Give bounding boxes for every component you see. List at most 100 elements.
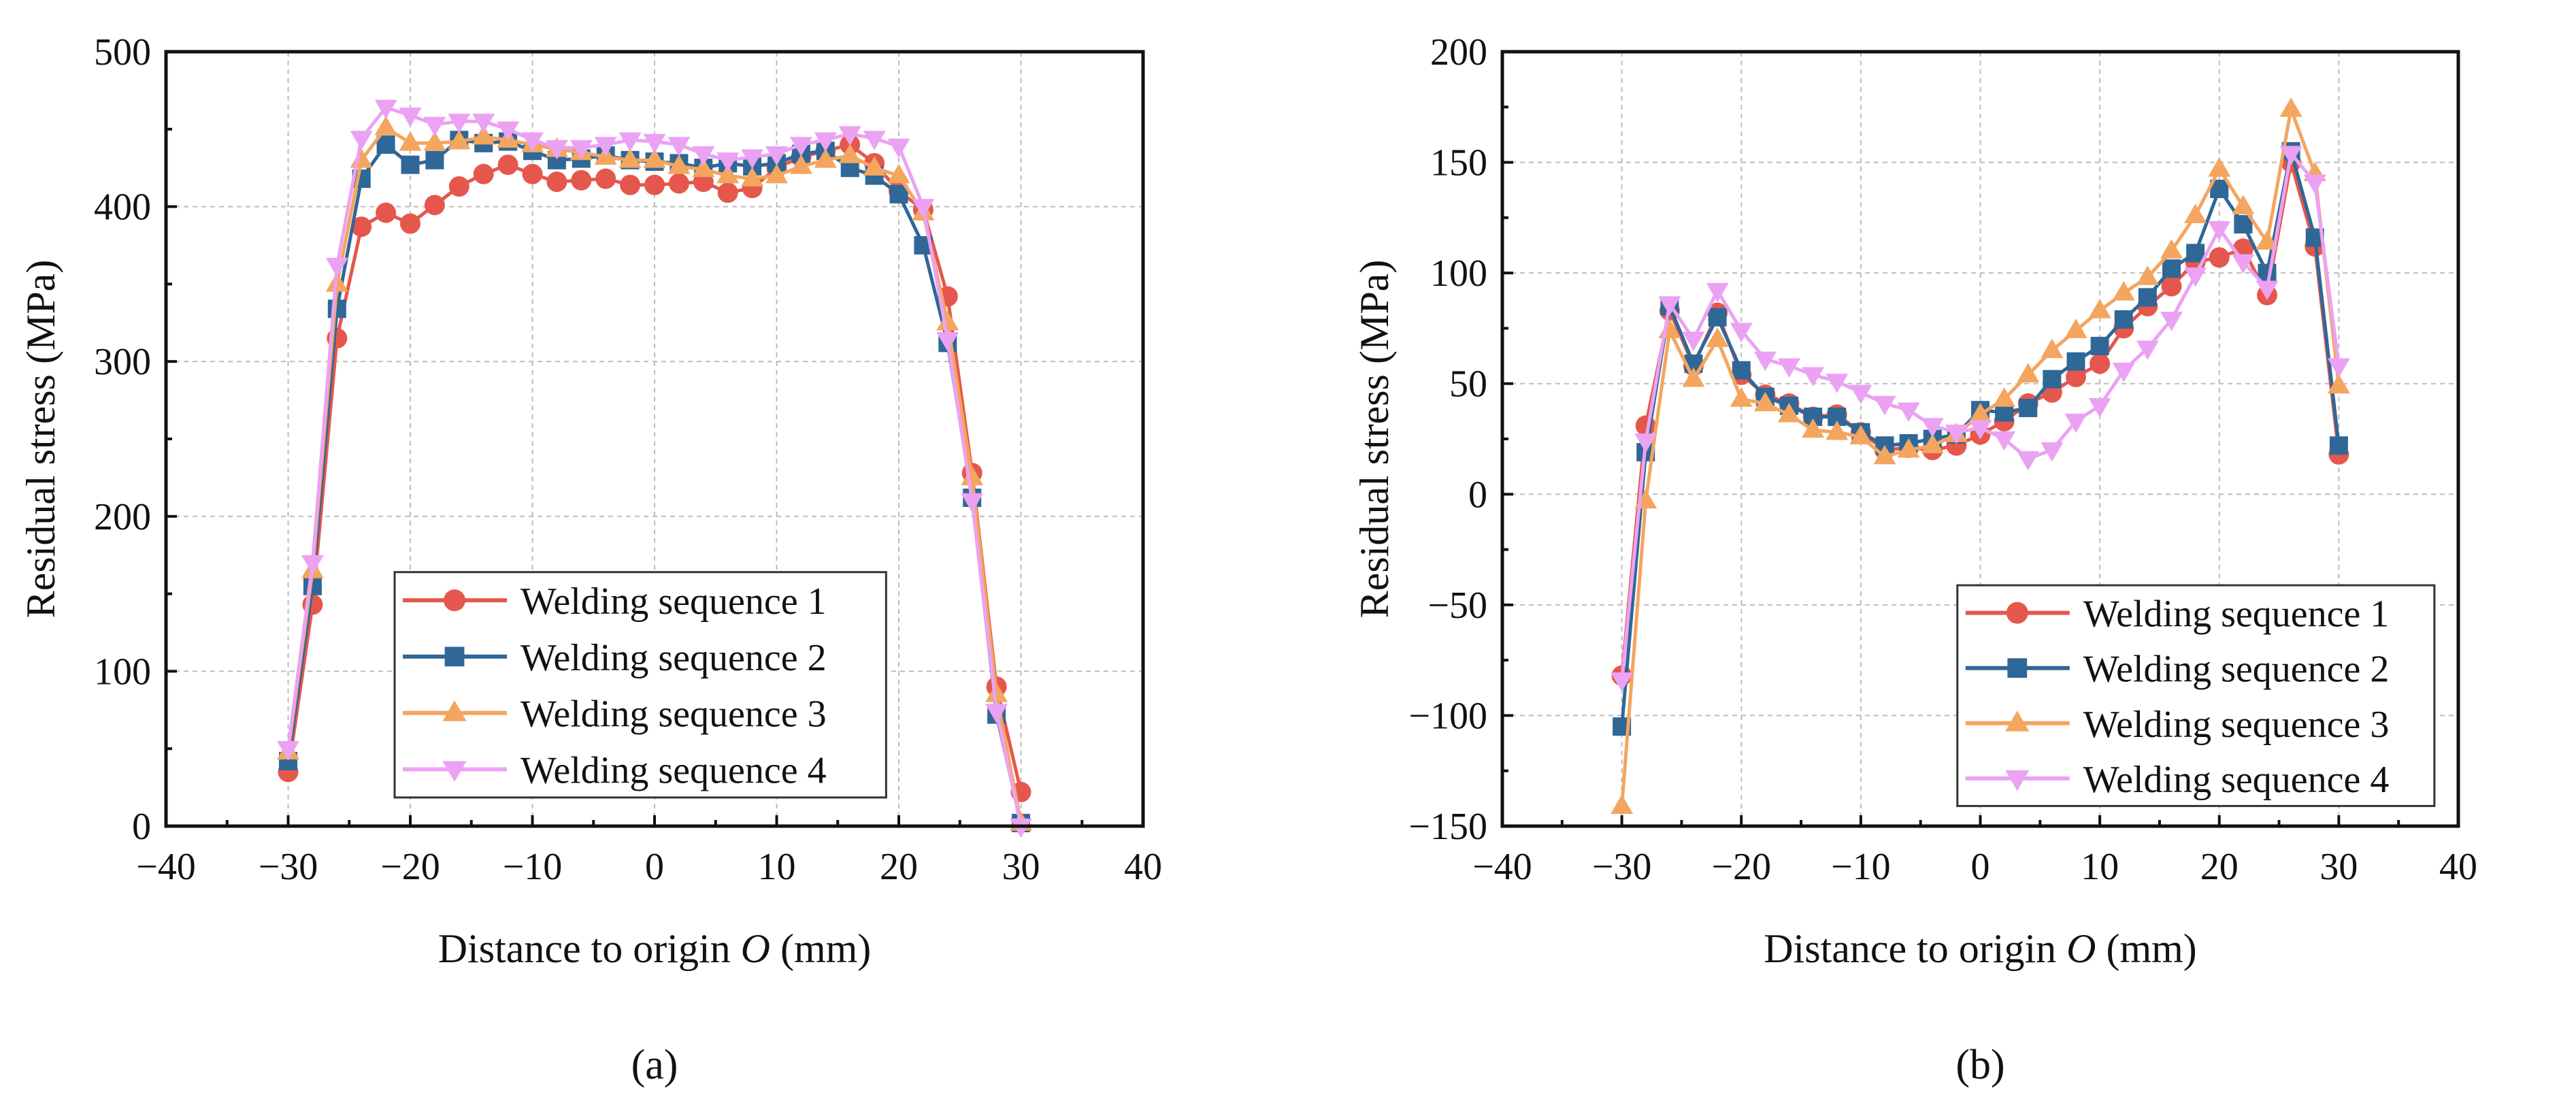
data-point — [643, 133, 666, 154]
data-point — [595, 168, 616, 189]
data-point — [936, 332, 959, 352]
data-point — [692, 146, 715, 166]
data-point — [2066, 366, 2086, 387]
y-axis-label: Residual stress (MPa) — [18, 260, 63, 619]
legend-item-2: Welding sequence 2 — [403, 637, 827, 679]
data-point — [2162, 259, 2181, 278]
data-point — [522, 163, 543, 184]
data-point — [789, 137, 812, 157]
data-point — [1969, 420, 1992, 440]
y-tick-label: 100 — [1430, 252, 1487, 295]
data-point — [473, 163, 494, 184]
data-point — [1993, 431, 2016, 451]
data-point — [961, 465, 984, 486]
data-point — [1732, 361, 1751, 380]
y-tick-label: 500 — [94, 31, 151, 73]
data-point — [2090, 336, 2109, 355]
data-point — [789, 154, 812, 174]
x-tick-label: 10 — [758, 846, 796, 888]
data-point — [1706, 282, 1729, 303]
x-tick-label: −20 — [1711, 846, 1771, 888]
data-point — [643, 148, 666, 168]
x-tick-label: 0 — [645, 846, 664, 888]
data-point — [716, 152, 740, 172]
data-point — [985, 683, 1008, 702]
legend-marker — [2005, 710, 2030, 732]
data-point — [1611, 672, 1634, 692]
data-point — [569, 140, 593, 160]
data-point — [424, 195, 445, 216]
data-point — [2256, 280, 2279, 301]
data-point — [2112, 362, 2135, 382]
data-point — [2136, 340, 2159, 360]
data-point — [1658, 296, 1681, 316]
x-tick-label: 20 — [880, 846, 918, 888]
y-tick-label: −100 — [1408, 695, 1487, 737]
data-point — [448, 176, 469, 197]
chart-panel-b: −40 −30 −20 −10 0 10 20 30 40−150−100−5005010015… — [1352, 31, 2477, 1088]
y-tick-label: 200 — [94, 496, 151, 538]
legend-marker — [442, 761, 467, 782]
legend-item-4: Welding sequence 4 — [1965, 759, 2389, 801]
data-point — [887, 163, 910, 184]
y-tick-label: 150 — [1430, 142, 1487, 184]
y-tick-label: 50 — [1449, 363, 1487, 406]
data-point — [594, 137, 617, 157]
legend-box — [393, 571, 887, 799]
data-point — [2186, 244, 2205, 263]
y-tick-label: 100 — [94, 651, 151, 693]
data-point — [1730, 387, 1753, 407]
data-point — [571, 169, 592, 191]
data-point — [2208, 157, 2231, 177]
data-point — [2160, 312, 2183, 331]
data-point — [838, 144, 861, 163]
x-tick-label: 0 — [1971, 846, 1990, 888]
data-point — [644, 174, 665, 195]
data-point — [401, 155, 420, 174]
data-point — [2064, 318, 2087, 338]
y-tick-label: 200 — [1430, 31, 1487, 73]
legend-marker — [442, 700, 467, 721]
legend-item-3: Welding sequence 3 — [403, 693, 827, 736]
data-point — [765, 146, 788, 166]
data-point — [1708, 308, 1727, 327]
data-point — [399, 131, 422, 151]
data-point — [912, 199, 935, 218]
data-point — [692, 157, 715, 178]
legend-item-1: Welding sequence 1 — [403, 580, 827, 623]
x-axis-label: Distance to origin O (mm) — [438, 926, 872, 971]
data-point — [1873, 444, 1896, 465]
data-point — [545, 140, 568, 160]
x-tick-label: −30 — [1592, 846, 1652, 888]
data-point — [863, 156, 886, 176]
data-point — [423, 116, 446, 137]
y-tick-label: −50 — [1427, 585, 1487, 627]
data-point — [2160, 239, 2183, 259]
legend: Welding sequence 1 Welding sequence 2 Weld… — [393, 571, 887, 799]
data-point — [2136, 265, 2159, 285]
data-point — [1730, 323, 1753, 342]
data-point — [1969, 402, 1992, 423]
x-axis-label-part: Distance to origin — [1764, 926, 2066, 971]
data-point — [277, 740, 299, 761]
legend-label: Welding sequence 4 — [521, 749, 827, 791]
data-point — [1753, 391, 1777, 412]
data-point — [765, 163, 788, 184]
data-point — [838, 126, 861, 146]
data-point — [1897, 402, 1920, 422]
data-point — [1993, 387, 2016, 407]
data-point — [1802, 418, 1825, 438]
data-point — [400, 213, 420, 234]
data-point — [1753, 351, 1777, 372]
data-point — [1849, 384, 1872, 404]
data-point — [716, 163, 740, 184]
plot-frame — [164, 50, 1145, 828]
data-point — [2138, 288, 2157, 307]
data-point — [301, 555, 324, 575]
legend-label: Welding sequence 3 — [2083, 704, 2390, 746]
x-tick-label: −40 — [136, 846, 196, 888]
data-point — [1611, 794, 1634, 814]
legend-label: Welding sequence 1 — [521, 580, 827, 623]
series-3 — [277, 116, 1032, 831]
data-point — [2303, 174, 2326, 195]
